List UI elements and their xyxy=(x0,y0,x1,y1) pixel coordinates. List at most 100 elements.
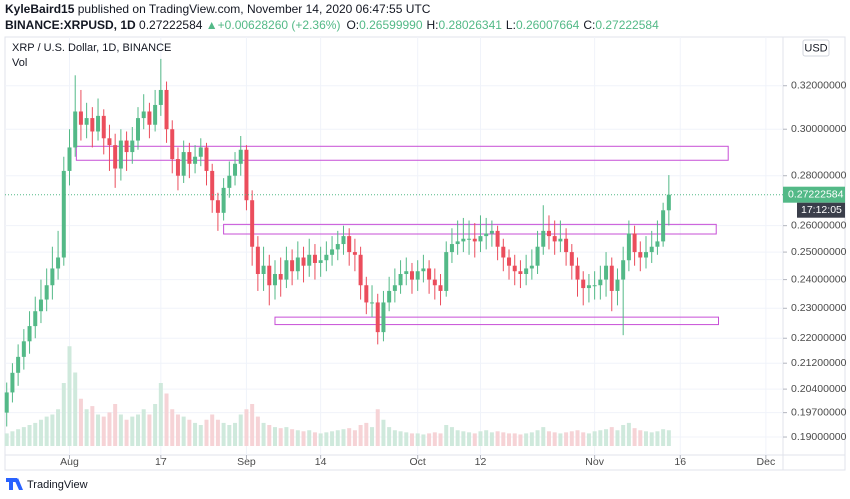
volume-bar xyxy=(233,422,238,446)
candle-body xyxy=(398,274,403,286)
volume-bar xyxy=(61,383,66,446)
volume-bar xyxy=(187,419,192,446)
volume-bar xyxy=(181,416,186,446)
volume-bar xyxy=(564,432,569,446)
volume-bar xyxy=(364,422,369,446)
author: KyleBaird15 xyxy=(5,2,75,16)
candle-body xyxy=(335,244,340,250)
volume-bar xyxy=(392,430,397,446)
volume-bar xyxy=(415,433,420,446)
volume-bar xyxy=(147,414,152,446)
volume-bar xyxy=(347,428,352,446)
candle-body xyxy=(193,156,198,164)
candle-body xyxy=(666,194,671,211)
candle-body xyxy=(204,147,209,171)
candle-body xyxy=(541,230,546,247)
volume-bar xyxy=(153,404,158,446)
candle-body xyxy=(461,238,466,242)
candle-body xyxy=(330,249,335,255)
drawing-layer xyxy=(75,145,729,326)
candle-body xyxy=(472,238,477,242)
volume-layer xyxy=(4,346,671,446)
candle-body xyxy=(78,111,83,125)
volume-bar xyxy=(341,429,346,446)
volume-bar xyxy=(666,430,671,446)
volume-bar xyxy=(50,414,55,446)
candle-body xyxy=(158,89,163,105)
quote-label: O: xyxy=(346,18,359,32)
change: +0.00628260 (+2.36%) xyxy=(218,18,341,32)
candle-body xyxy=(50,268,55,286)
candle-body xyxy=(609,265,614,291)
candle-body xyxy=(210,170,215,201)
candle-body xyxy=(375,302,380,333)
y-tick-label: 0.20400000 xyxy=(791,383,847,395)
volume-bar xyxy=(467,432,472,446)
volume-bar xyxy=(535,430,540,446)
volume-bar xyxy=(449,427,454,446)
volume-bar xyxy=(324,432,329,446)
quote-label: H: xyxy=(427,18,439,32)
y-tick-label: 0.19000000 xyxy=(791,431,847,443)
candle-body xyxy=(432,279,437,286)
volume-bar xyxy=(16,429,21,446)
volume-bar xyxy=(541,427,546,446)
volume-bar xyxy=(118,414,123,446)
volume-bar xyxy=(204,419,209,446)
candle-body xyxy=(387,290,392,303)
volume-bar xyxy=(267,425,272,446)
candle-body xyxy=(255,246,260,275)
candle-body xyxy=(33,311,38,327)
volume-bar xyxy=(507,433,512,446)
candle-body xyxy=(484,233,489,237)
candle-body xyxy=(38,299,43,312)
candle-body xyxy=(604,265,609,280)
volume-bar xyxy=(375,409,380,446)
candle-body xyxy=(238,149,243,164)
volume-bar xyxy=(307,430,312,446)
volume-bar xyxy=(575,430,580,446)
header-line-2: BINANCE:XRPUSD, 1D 0.27222584 ▲+0.006282… xyxy=(5,18,659,32)
volume-bar xyxy=(432,432,437,446)
candle-body xyxy=(478,236,483,242)
volume-bar xyxy=(438,433,443,446)
x-tick-label: Nov xyxy=(585,456,604,468)
volume-bar xyxy=(272,427,277,446)
arrow: ▲ xyxy=(206,18,218,32)
candle-body xyxy=(227,175,232,188)
y-tick-label: 0.28000000 xyxy=(791,170,847,182)
currency[interactable]: USD xyxy=(804,42,827,54)
candle-body xyxy=(518,271,523,275)
candle-body xyxy=(438,285,443,291)
candle-body xyxy=(84,118,89,125)
candle-body xyxy=(495,230,500,247)
volume-bar xyxy=(569,431,574,446)
volume-bar xyxy=(238,414,243,446)
candle-body xyxy=(615,279,620,291)
candle-body xyxy=(61,170,66,258)
currency-button[interactable] xyxy=(802,39,830,57)
volume-bar xyxy=(387,427,392,446)
header-line-1: KyleBaird15 published on TradingView.com… xyxy=(5,2,431,16)
volume-bar xyxy=(586,433,591,446)
candle-body xyxy=(649,246,654,253)
volume-bar xyxy=(330,431,335,446)
volume-bar xyxy=(427,433,432,446)
volume-bar xyxy=(170,409,175,446)
volume-bar xyxy=(67,346,72,446)
x-tick-label: Dec xyxy=(757,456,776,468)
volume-bar xyxy=(301,431,306,446)
candle-body xyxy=(524,268,529,275)
candle-body xyxy=(284,260,289,280)
volume-bar xyxy=(290,429,295,446)
candle-body xyxy=(444,252,449,291)
volume-bar xyxy=(524,433,529,446)
candle-body xyxy=(27,326,32,342)
candle-body xyxy=(558,238,563,242)
volume-bar xyxy=(284,427,289,446)
candle-body xyxy=(101,115,106,139)
candle-body xyxy=(10,372,15,393)
published: published on TradingView.com, November 1… xyxy=(78,2,431,16)
x-tick-label: 16 xyxy=(674,456,686,468)
